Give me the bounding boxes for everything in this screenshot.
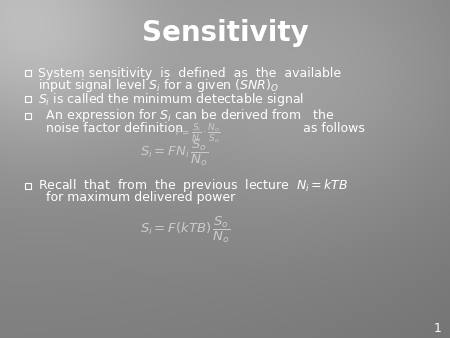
- Text: Sensitivity: Sensitivity: [142, 19, 308, 47]
- Text: $S_i = FN_i\,\dfrac{S_o}{N_o}$: $S_i = FN_i\,\dfrac{S_o}{N_o}$: [140, 138, 208, 168]
- Text: An expression for $S_i$ can be derived from   the: An expression for $S_i$ can be derived f…: [38, 107, 335, 124]
- Text: $F = \dfrac{S_i}{N_i} \cdot \dfrac{N_o}{S_o}$: $F = \dfrac{S_i}{N_i} \cdot \dfrac{N_o}{…: [175, 121, 220, 145]
- Text: 1: 1: [434, 321, 442, 335]
- Bar: [25, 70, 31, 76]
- Bar: [25, 96, 31, 102]
- Bar: [25, 183, 31, 189]
- Text: $S_i = F(kTB)\,\dfrac{S_o}{N_o}$: $S_i = F(kTB)\,\dfrac{S_o}{N_o}$: [140, 215, 230, 245]
- Text: $S_i$ is called the minimum detectable signal: $S_i$ is called the minimum detectable s…: [38, 91, 304, 107]
- Bar: [25, 113, 31, 119]
- Text: input signal level $S_i$ for a given $(SNR)_O$: input signal level $S_i$ for a given $(S…: [38, 76, 279, 94]
- Text: Recall  that  from  the  previous  lecture  $N_i{=}kTB$: Recall that from the previous lecture $N…: [38, 177, 348, 194]
- Text: noise factor definition                              as follows: noise factor definition as follows: [38, 121, 365, 135]
- Text: for maximum delivered power: for maximum delivered power: [38, 192, 235, 204]
- Text: System sensitivity  is  defined  as  the  available: System sensitivity is defined as the ava…: [38, 67, 341, 79]
